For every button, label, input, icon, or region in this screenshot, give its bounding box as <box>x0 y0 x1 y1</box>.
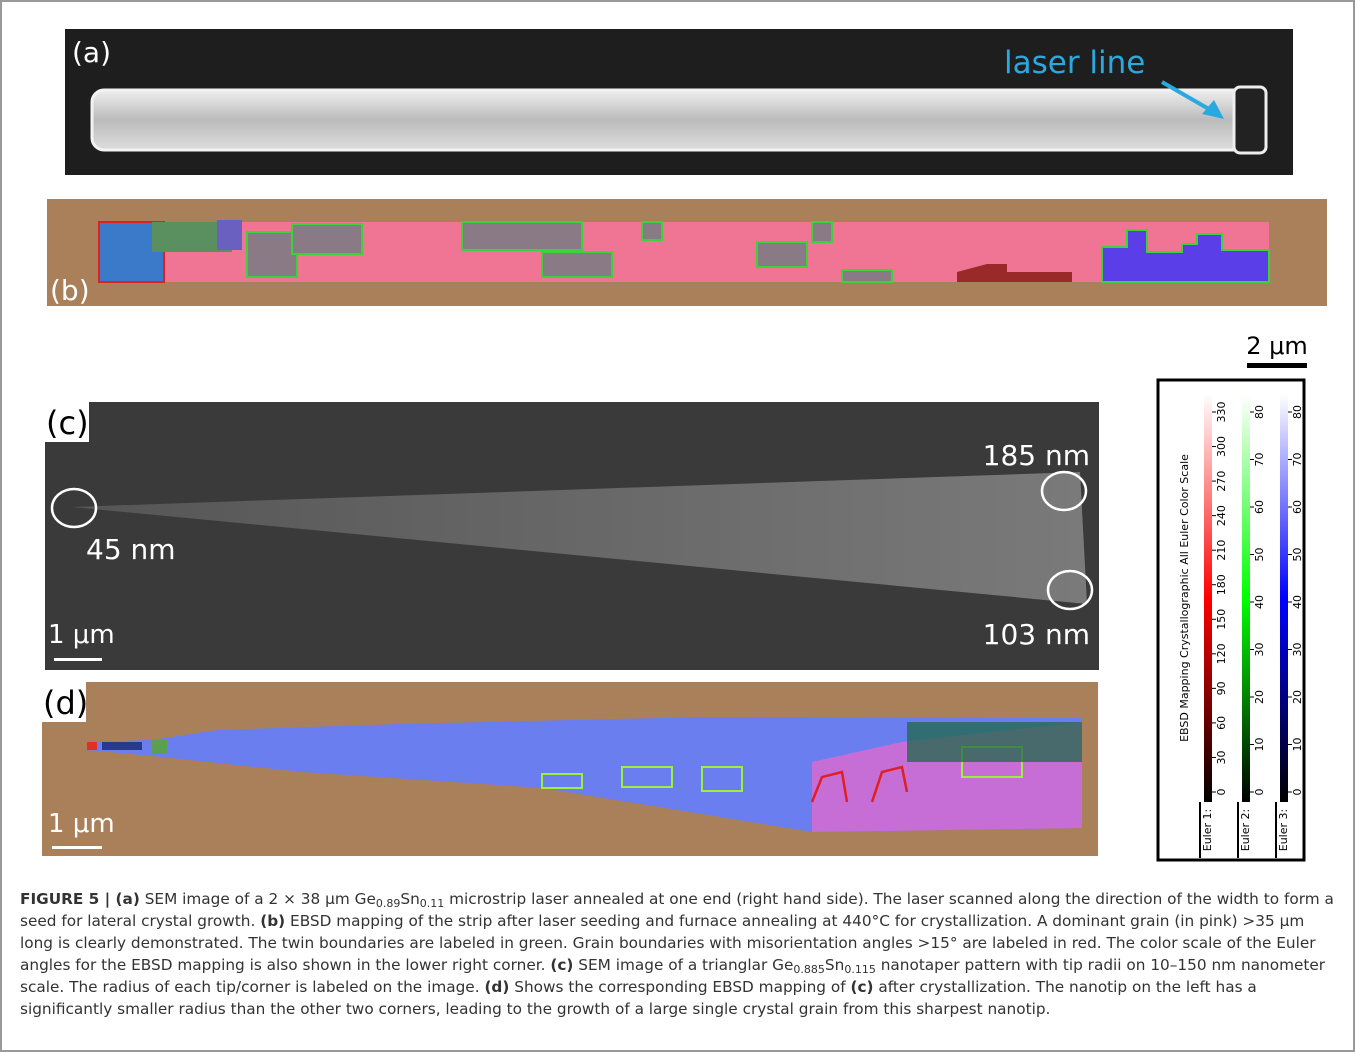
tick-label: 80 <box>1253 405 1266 419</box>
tick-label: 330 <box>1215 402 1228 423</box>
panel-label: (b) <box>50 274 90 307</box>
tick-label: 10 <box>1291 738 1304 752</box>
tick-label: 40 <box>1291 595 1304 609</box>
tick-label: 30 <box>1291 643 1304 657</box>
tick-label: 70 <box>1291 453 1304 467</box>
scale-bar <box>52 846 102 849</box>
caption-text: Shows the corresponding EBSD mapping of <box>509 978 850 996</box>
tick-label: 30 <box>1215 750 1228 764</box>
mosaic <box>87 742 97 750</box>
grain <box>842 270 892 282</box>
caption-text: (d) <box>484 978 509 996</box>
caption-text: (c) <box>851 978 874 996</box>
tick-label: 60 <box>1291 500 1304 514</box>
tick-label: 0 <box>1215 789 1228 796</box>
mosaic <box>102 742 142 750</box>
tip-radius: 185 nm <box>983 439 1090 472</box>
grain <box>292 224 362 254</box>
grain <box>642 222 662 240</box>
axis-label: Euler 2: <box>1239 809 1252 851</box>
tick-label: 60 <box>1253 500 1266 514</box>
tick-label: 300 <box>1215 436 1228 457</box>
scale-bar-label: 1 μm <box>48 809 115 839</box>
laser-edge <box>1234 87 1266 153</box>
annotation: laser line <box>1004 45 1145 81</box>
tick-label: 180 <box>1215 574 1228 595</box>
tick-label: 240 <box>1215 505 1228 526</box>
color-bar <box>1280 394 1288 802</box>
tick-label: 50 <box>1253 548 1266 562</box>
tick-label: 10 <box>1253 738 1266 752</box>
mosaic <box>907 722 1082 762</box>
caption-text: SEM image of a trianglar Ge <box>573 956 793 974</box>
tick-label: 0 <box>1253 789 1266 796</box>
mosaic <box>217 220 242 250</box>
caption-text: 0.89 <box>376 897 401 910</box>
tick-label: 60 <box>1215 716 1228 730</box>
tip-radius: 103 nm <box>983 618 1090 651</box>
tick-label: 20 <box>1291 690 1304 704</box>
caption-text: 0.885 <box>793 963 825 976</box>
tick-label: 150 <box>1215 609 1228 630</box>
tick-label: 40 <box>1253 595 1266 609</box>
grain <box>542 252 612 277</box>
grain <box>757 242 807 267</box>
axis-label: Euler 1: <box>1201 809 1214 851</box>
panel-label: (d) <box>43 684 88 722</box>
scale-bar-label: 2 μm <box>1246 332 1308 360</box>
caption-text: (c) <box>550 956 573 974</box>
caption-text: SEM image of a 2 × 38 μm Ge <box>140 890 376 908</box>
scale-bar <box>54 658 102 661</box>
figure: (a) laser line (b) 2 μm (c) 45 nm 185 nm… <box>0 0 1355 1052</box>
tick-label: 90 <box>1215 681 1228 695</box>
tip-radius: 45 nm <box>86 533 176 566</box>
tick-label: 210 <box>1215 540 1228 561</box>
color-bar <box>1242 394 1250 802</box>
tick-label: 0 <box>1291 789 1304 796</box>
axis-label: Euler 3: <box>1277 809 1290 851</box>
tick-label: 30 <box>1253 643 1266 657</box>
scale-bar-label: 1 μm <box>48 620 115 650</box>
tick-label: 80 <box>1291 405 1304 419</box>
caption-text: Sn <box>825 956 844 974</box>
mosaic <box>152 740 167 754</box>
color-scale-title: EBSD Mapping Crystallographic All Euler … <box>1178 454 1191 742</box>
scale-bar <box>1247 363 1307 368</box>
tick-label: 50 <box>1291 548 1304 562</box>
caption-text: (b) <box>260 912 285 930</box>
grain <box>462 222 582 250</box>
tick-label: 270 <box>1215 471 1228 492</box>
grain <box>812 222 832 242</box>
grain <box>247 232 297 277</box>
color-bar <box>1204 394 1212 802</box>
panel-label: (c) <box>46 404 89 442</box>
caption-text: 0.115 <box>844 963 876 976</box>
tick-label: 120 <box>1215 643 1228 664</box>
panel-label: (a) <box>72 36 111 69</box>
caption: FIGURE 5 | (a) SEM image of a 2 × 38 μm … <box>20 888 1338 1020</box>
microstrip <box>92 90 1260 150</box>
caption-text: 0.11 <box>420 897 445 910</box>
caption-text: FIGURE 5 | (a) <box>20 890 140 908</box>
figure-panels: (a) laser line (b) 2 μm (c) 45 nm 185 nm… <box>2 2 1353 882</box>
tick-label: 70 <box>1253 453 1266 467</box>
caption-text: Sn <box>400 890 419 908</box>
tick-label: 20 <box>1253 690 1266 704</box>
